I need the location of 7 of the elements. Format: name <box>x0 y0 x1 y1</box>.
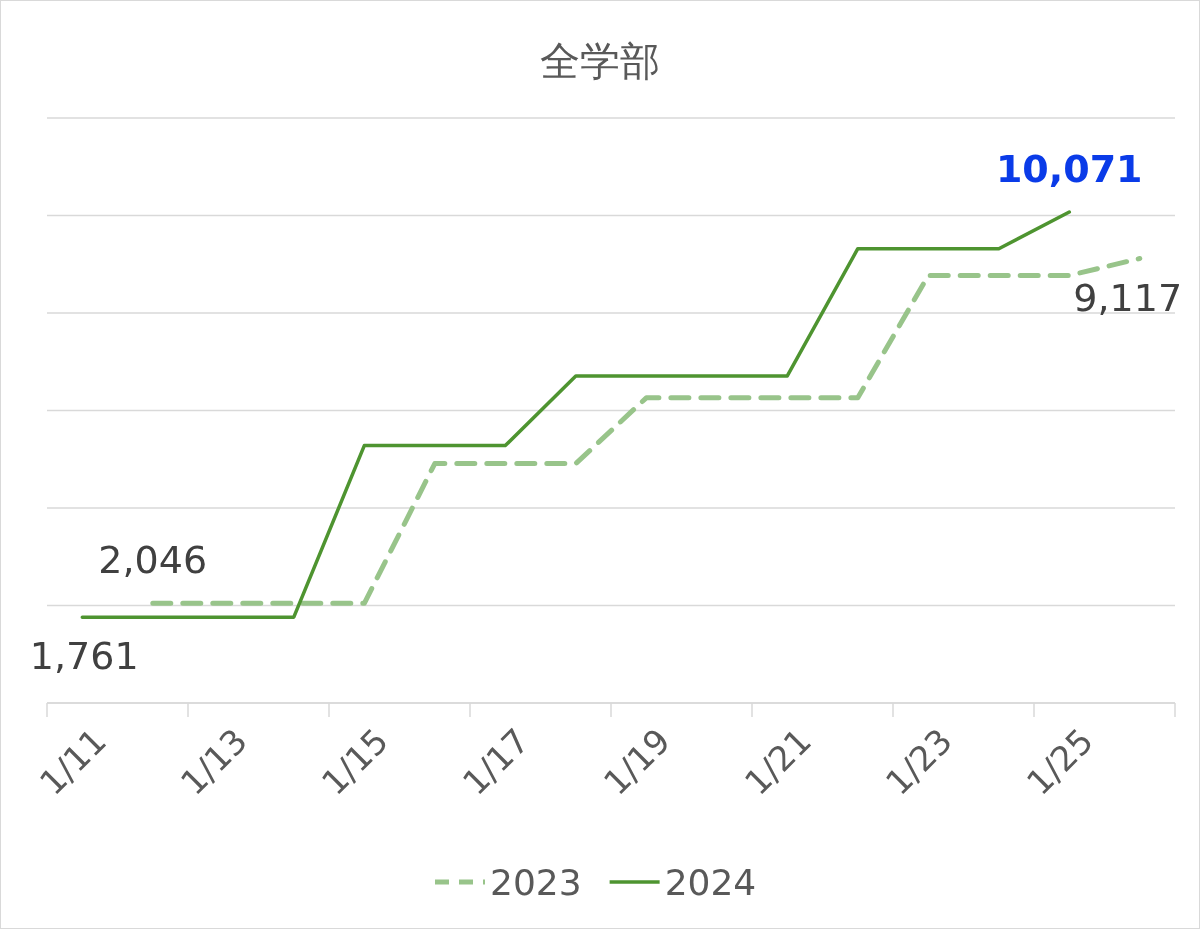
data-label: 10,071 <box>995 147 1143 192</box>
legend-label: 2023 <box>490 862 582 903</box>
data-label: 2,046 <box>98 538 208 583</box>
legend-label: 2024 <box>664 862 757 903</box>
data-label: 9,117 <box>1073 275 1183 320</box>
data-label: 1,761 <box>29 634 139 679</box>
chart-title: 全学部 <box>540 38 660 84</box>
